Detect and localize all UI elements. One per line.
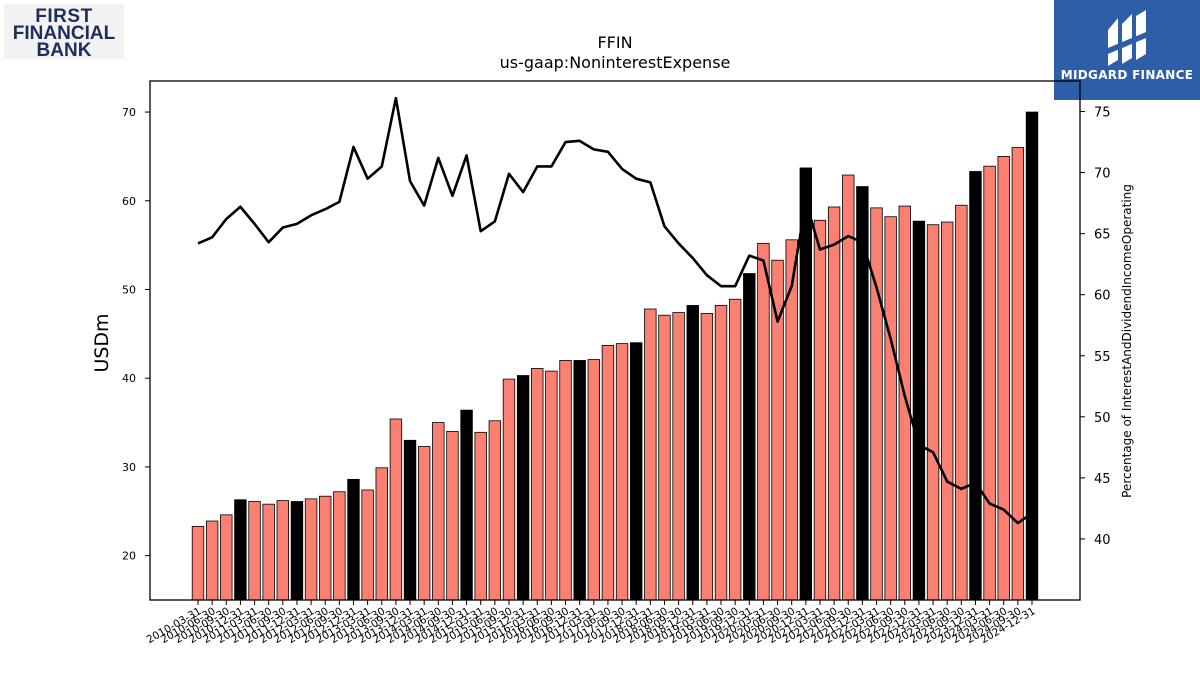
bar-2023-09-30 bbox=[955, 204, 968, 601]
bar-2013-09-30 bbox=[389, 418, 403, 601]
chart-title: FFIN bbox=[597, 33, 632, 52]
y2-tick-label-50: 50 bbox=[1094, 411, 1111, 426]
bar-2021-12-31 bbox=[856, 186, 869, 601]
bar-2019-03-31 bbox=[700, 313, 714, 601]
bar-2014-03-31 bbox=[417, 446, 431, 601]
bar-2019-06-30 bbox=[714, 305, 728, 601]
y2-axis-label: Percentage of InterestAndDividendIncomeO… bbox=[1120, 184, 1134, 498]
bar-2011-03-31 bbox=[248, 501, 261, 601]
bar-2024-03-31 bbox=[983, 165, 996, 601]
y-tick-label-70: 70 bbox=[122, 106, 136, 119]
y2-tick-label-40: 40 bbox=[1094, 533, 1111, 548]
logo-left-line2: FINANCIAL bbox=[12, 23, 116, 44]
bar-2014-06-30 bbox=[432, 422, 445, 601]
logo-left-line3: BANK bbox=[36, 40, 92, 61]
bar-2018-03-31 bbox=[644, 308, 657, 601]
bar-2016-03-31 bbox=[531, 368, 544, 601]
bar-2011-12-31 bbox=[290, 501, 304, 601]
bar-2018-09-30 bbox=[672, 312, 685, 601]
bar-2016-09-30 bbox=[559, 360, 572, 601]
midgard-mark-icon bbox=[1108, 10, 1146, 66]
bar-2018-12-31 bbox=[686, 305, 699, 601]
bar-2023-03-31 bbox=[926, 224, 940, 601]
bar-2011-09-30 bbox=[276, 500, 290, 601]
bar-2024-06-30 bbox=[997, 156, 1010, 601]
bar-2015-09-30 bbox=[502, 378, 516, 601]
y-tick-label-30: 30 bbox=[122, 461, 136, 474]
bar-2017-12-31 bbox=[630, 342, 643, 601]
first-financial-bank-logo: FIRST FINANCIAL BANK bbox=[4, 4, 124, 61]
bar-2019-09-30 bbox=[728, 298, 742, 601]
bar-2022-06-30 bbox=[884, 216, 897, 601]
logo-left-line1: FIRST bbox=[35, 6, 93, 27]
bar-2012-06-30 bbox=[319, 495, 332, 601]
midgard-finance-logo: MIDGARD FINANCE bbox=[1054, 0, 1200, 100]
bar-2013-12-31 bbox=[403, 439, 417, 601]
bar-2017-06-30 bbox=[601, 344, 615, 601]
bar-2022-03-31 bbox=[870, 207, 883, 601]
bar-2024-12-31 bbox=[1025, 111, 1039, 601]
bar-2019-12-31 bbox=[743, 273, 756, 601]
y-axis-right: 40 45 50 55 60 65 70 75 bbox=[1080, 106, 1111, 548]
bars-group bbox=[191, 111, 1039, 601]
bar-2020-03-31 bbox=[757, 242, 770, 601]
y2-tick-label-75: 75 bbox=[1094, 106, 1111, 121]
logo-right-name: MIDGARD FINANCE bbox=[1060, 68, 1194, 82]
bar-2022-09-30 bbox=[898, 205, 911, 601]
bar-2022-12-31 bbox=[912, 220, 926, 601]
bar-2012-03-31 bbox=[304, 498, 318, 601]
bar-2014-12-31 bbox=[460, 409, 473, 601]
bar-2023-06-30 bbox=[940, 221, 954, 601]
bar-2017-03-31 bbox=[587, 359, 600, 601]
bar-2016-06-30 bbox=[545, 370, 558, 601]
y2-tick-label-70: 70 bbox=[1094, 167, 1111, 182]
bar-2017-09-30 bbox=[615, 343, 629, 601]
y-tick-label-40: 40 bbox=[122, 372, 136, 385]
bar-2018-06-30 bbox=[658, 314, 671, 601]
y-axis-label: USDm bbox=[91, 313, 113, 372]
y-axis-left: 20 30 40 50 60 70 bbox=[122, 106, 150, 563]
bar-2010-06-30 bbox=[205, 520, 219, 601]
bar-2015-06-30 bbox=[488, 420, 502, 601]
bar-2021-03-31 bbox=[813, 219, 827, 601]
bar-2010-03-31 bbox=[191, 525, 205, 601]
bar-2023-12-31 bbox=[969, 171, 982, 601]
y-tick-label-50: 50 bbox=[122, 283, 136, 296]
line-group bbox=[197, 96, 1033, 525]
bar-2024-09-30 bbox=[1011, 147, 1025, 601]
bar-2011-06-30 bbox=[262, 503, 275, 601]
chart-subtitle: us-gaap:NoninterestExpense bbox=[500, 53, 731, 72]
bar-2015-03-31 bbox=[474, 431, 487, 601]
series-line bbox=[197, 96, 1033, 525]
bar-2012-12-31 bbox=[347, 478, 360, 601]
y2-tick-label-65: 65 bbox=[1094, 228, 1111, 243]
plot-frame bbox=[149, 80, 1081, 601]
y-tick-label-20: 20 bbox=[122, 550, 136, 563]
y2-tick-label-55: 55 bbox=[1094, 350, 1111, 365]
y-tick-label-60: 60 bbox=[122, 195, 136, 208]
bar-2021-06-30 bbox=[827, 206, 841, 601]
x-axis: 2010-03-312010-06-302010-09-302010-12-31… bbox=[145, 600, 1038, 646]
bar-2010-09-30 bbox=[220, 514, 233, 601]
bar-2015-12-31 bbox=[516, 375, 530, 601]
bar-2012-09-30 bbox=[333, 491, 346, 601]
bar-2013-06-30 bbox=[375, 467, 388, 601]
bar-2010-12-31 bbox=[234, 499, 247, 601]
y2-tick-label-60: 60 bbox=[1094, 289, 1111, 304]
y2-tick-label-45: 45 bbox=[1094, 472, 1111, 487]
bar-2013-03-31 bbox=[361, 489, 374, 601]
bar-2016-12-31 bbox=[573, 360, 586, 601]
bar-2014-09-30 bbox=[446, 431, 459, 601]
